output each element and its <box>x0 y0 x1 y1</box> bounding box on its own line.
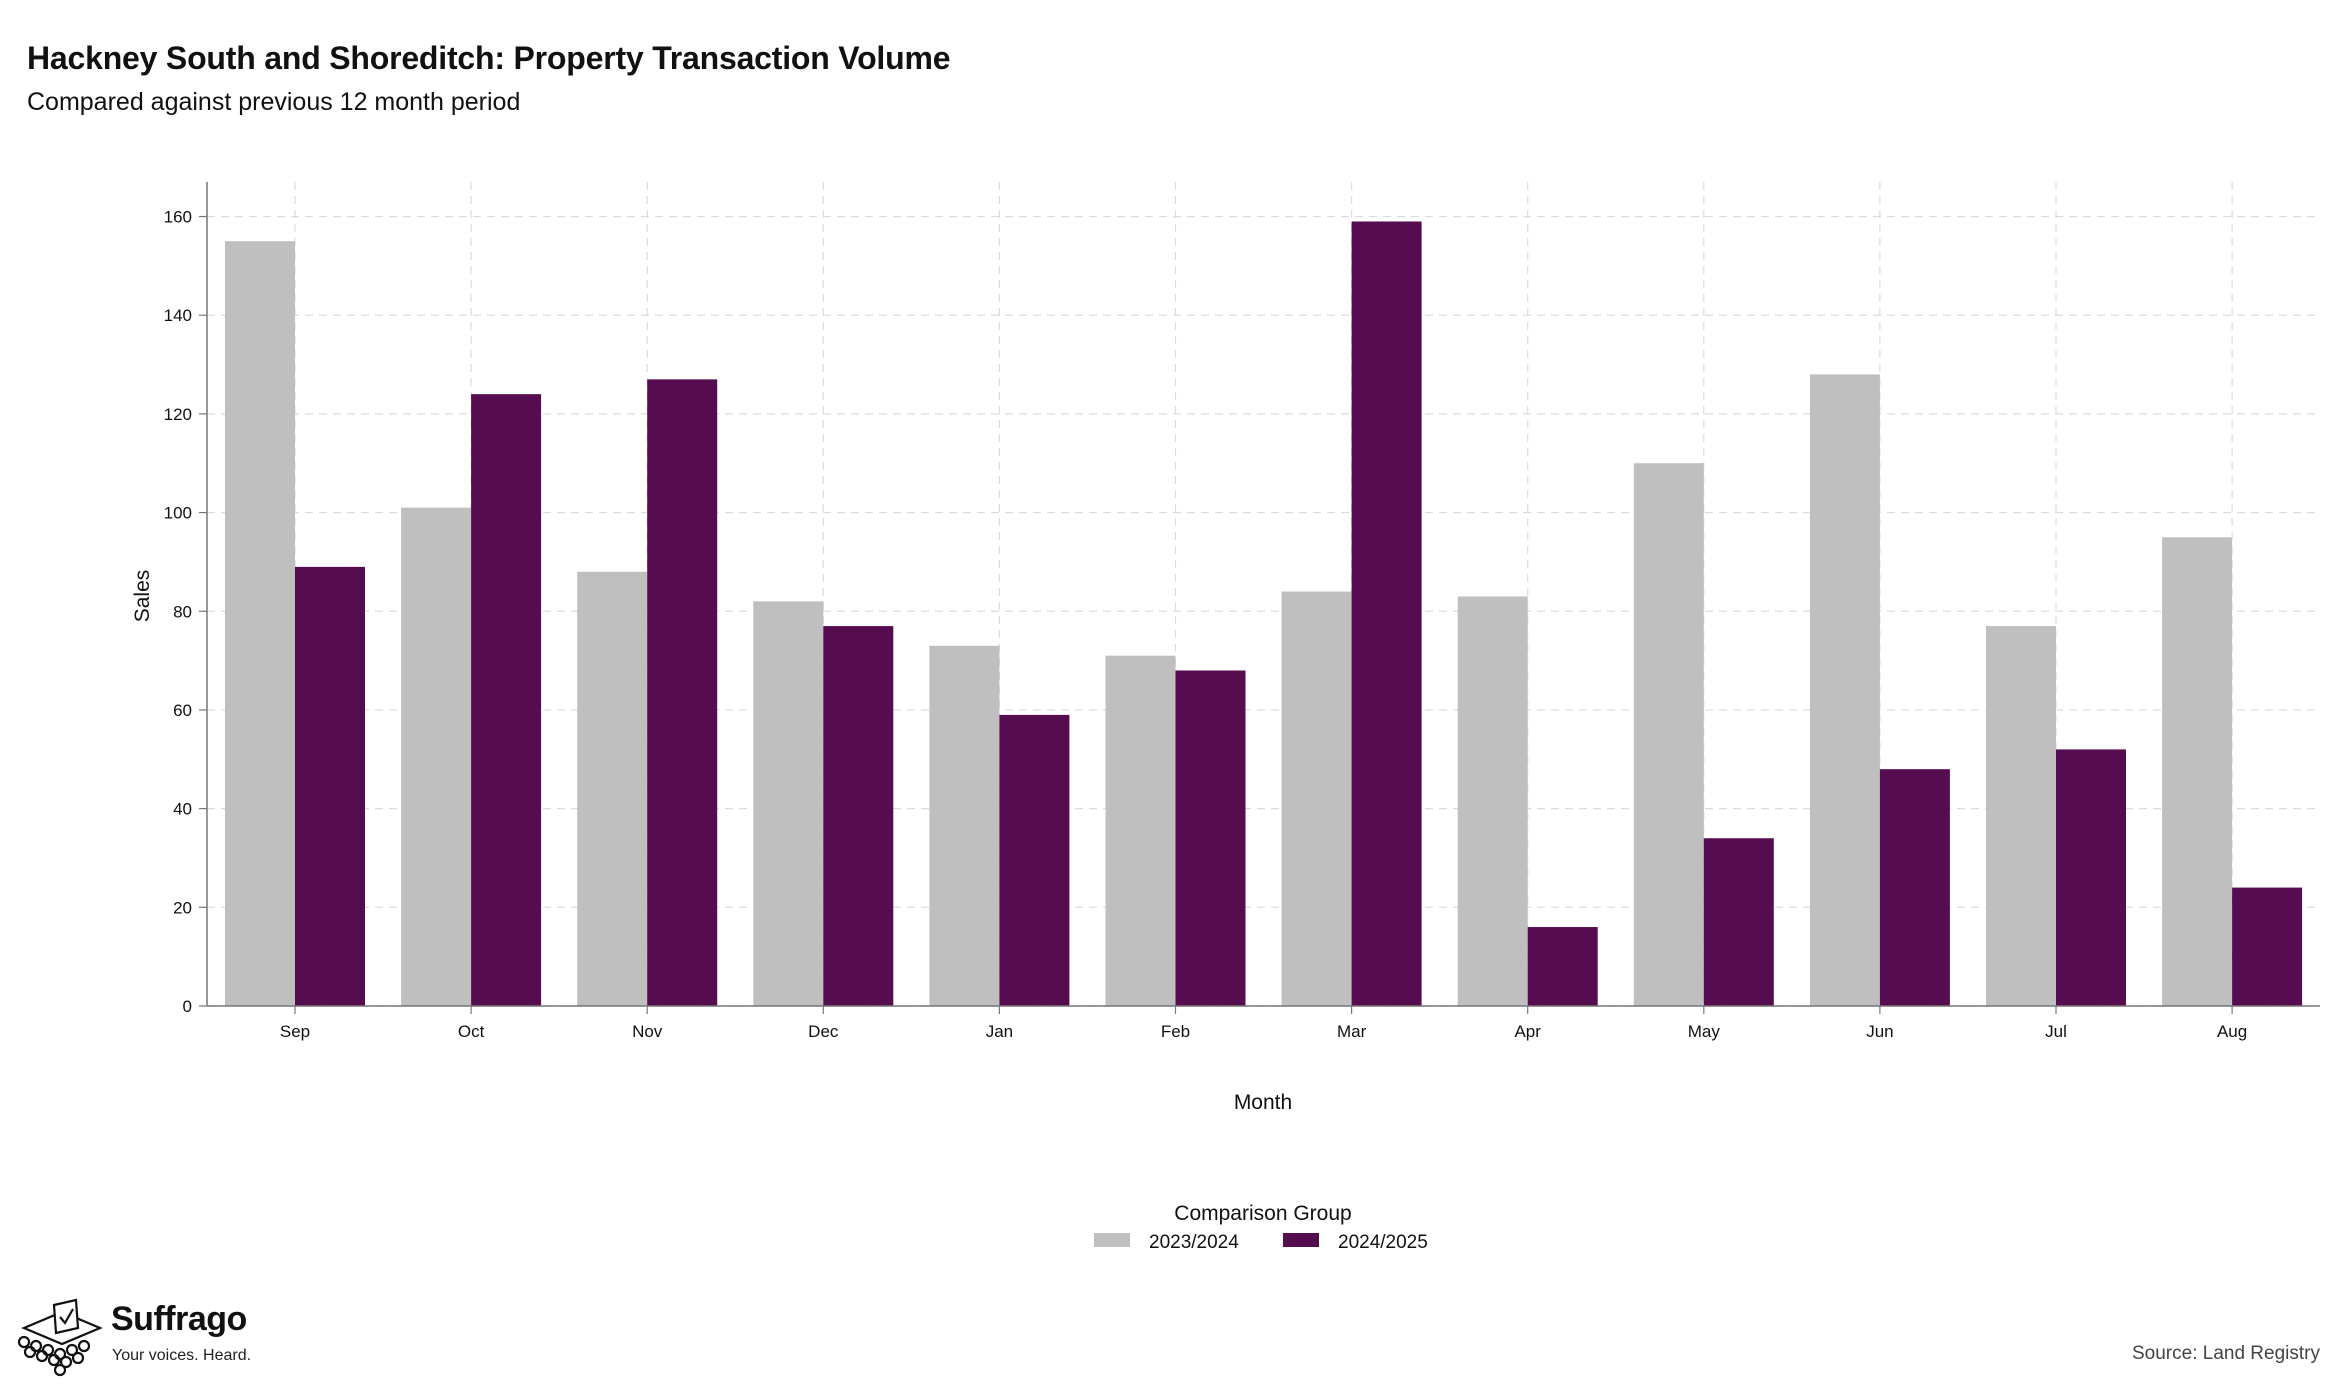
bar-2023-2024-feb <box>1105 655 1176 1006</box>
x-tick-label: Jan <box>986 1022 1013 1041</box>
bar-2023-2024-jun <box>1809 374 1880 1006</box>
bar-2023-2024-aug <box>2162 537 2233 1006</box>
bar-2024-2025-apr <box>1527 927 1598 1006</box>
x-tick-label: Oct <box>458 1022 485 1041</box>
legend-label: 2023/2024 <box>1149 1232 1239 1253</box>
x-axis-label: Month <box>1234 1091 1292 1114</box>
x-tick-label: Aug <box>2217 1022 2247 1041</box>
bar-2023-2024-apr <box>1457 596 1528 1006</box>
legend-title: Comparison Group <box>1174 1202 1351 1225</box>
brand-name: Suffrago <box>111 1300 247 1338</box>
bar-2024-2025-jan <box>999 714 1070 1006</box>
y-tick-label: 120 <box>164 405 192 424</box>
bar-chart: 0 20 40 60 80 100 120 140 160 Sep Oct Nov Dec Jan Feb M… <box>131 182 2320 1253</box>
y-tick-label: 140 <box>164 306 192 325</box>
x-tick-label: Mar <box>1337 1022 1367 1041</box>
ballot-box-logo-icon <box>17 1298 103 1377</box>
source-note: Source: Land Registry <box>2132 1343 2320 1364</box>
bar-2023-2024-jul <box>1986 626 2056 1006</box>
x-tick-label: Feb <box>1161 1022 1190 1041</box>
x-tick-label: Sep <box>280 1022 310 1041</box>
chart-title: Hackney South and Shoreditch: Property T… <box>27 40 951 76</box>
chart-subtitle: Compared against previous 12 month perio… <box>27 88 521 116</box>
bar-2023-2024-nov <box>577 571 648 1006</box>
bar-2024-2025-dec <box>823 626 894 1006</box>
x-tick-label: Nov <box>632 1022 663 1041</box>
x-tick-label: Jun <box>1866 1022 1893 1041</box>
bar-2024-2025-jun <box>1879 769 1950 1006</box>
y-tick-label: 160 <box>164 208 192 227</box>
x-tick-label: Apr <box>1514 1022 1541 1041</box>
legend-swatch <box>1094 1233 1130 1247</box>
y-tick-label: 0 <box>183 997 192 1016</box>
y-tick-label: 80 <box>173 602 192 621</box>
bar-2024-2025-oct <box>471 394 542 1006</box>
bar-2024-2025-aug <box>2232 887 2303 1006</box>
bar-2023-2024-dec <box>753 601 824 1006</box>
bar-2023-2024-may <box>1633 463 1704 1007</box>
y-tick-label: 40 <box>173 800 192 819</box>
x-tick-label: Jul <box>2045 1022 2067 1041</box>
y-tick-label: 100 <box>164 504 192 523</box>
bar-2024-2025-may <box>1703 838 1774 1006</box>
bar-2024-2025-jul <box>2056 749 2126 1006</box>
bar-2023-2024-sep <box>225 241 295 1006</box>
y-axis-label: Sales <box>131 570 154 623</box>
bar-2024-2025-mar <box>1351 221 1422 1007</box>
bar-2023-2024-oct <box>401 507 472 1006</box>
bar-2024-2025-sep <box>295 566 365 1006</box>
brand-tagline: Your voices. Heard. <box>112 1347 252 1364</box>
x-tick-label: Dec <box>808 1022 839 1041</box>
bar-2024-2025-nov <box>647 379 718 1007</box>
legend-label: 2024/2025 <box>1338 1232 1428 1253</box>
bar-2023-2024-mar <box>1281 591 1352 1006</box>
bar-2024-2025-feb <box>1175 670 1246 1006</box>
y-tick-label: 20 <box>173 898 192 917</box>
legend-swatch <box>1283 1233 1319 1247</box>
x-tick-label: May <box>1688 1022 1721 1041</box>
y-tick-label: 60 <box>173 701 192 720</box>
bar-2023-2024-jan <box>929 645 1000 1006</box>
